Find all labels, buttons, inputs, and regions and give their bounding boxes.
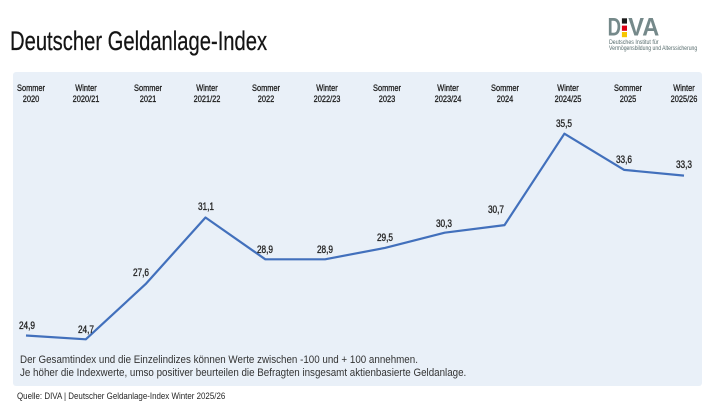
svg-text:VA: VA (628, 14, 659, 42)
svg-text:D: D (608, 14, 621, 42)
svg-text:Deutsches Institut für: Deutsches Institut für (609, 40, 659, 46)
svg-text:Vermögensbildung und Alterssic: Vermögensbildung und Alterssicherung (609, 46, 697, 52)
